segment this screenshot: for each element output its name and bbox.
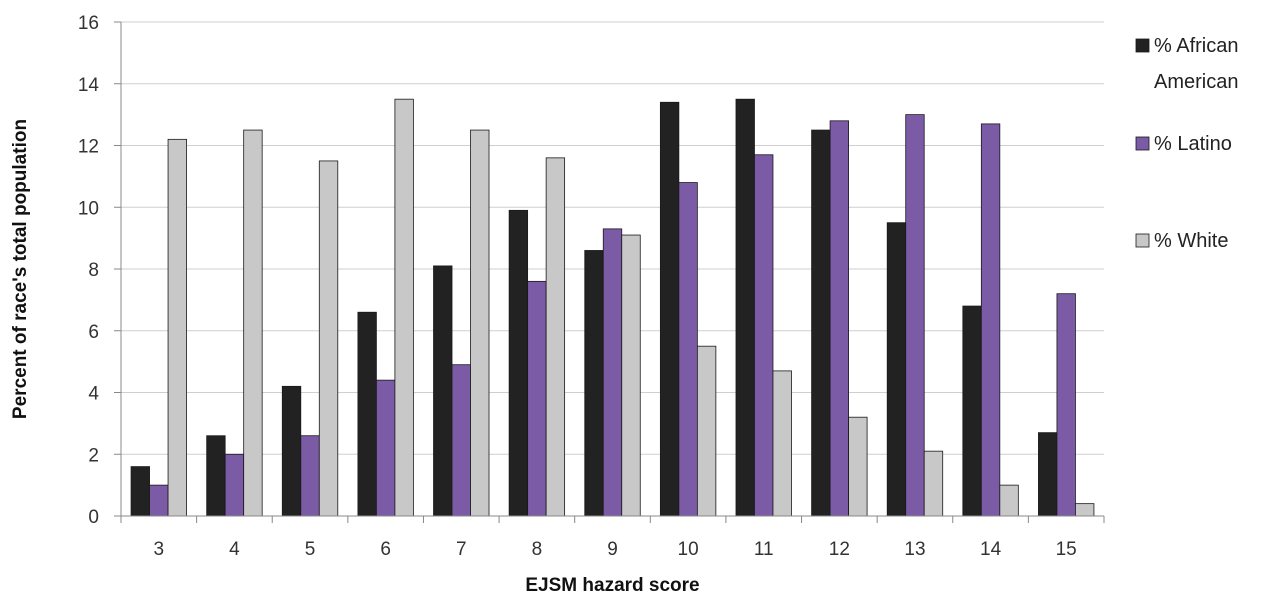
- y-tick-label: 12: [78, 137, 99, 158]
- x-tick-label: 6: [380, 539, 391, 560]
- bar-african-american-11: [735, 98, 755, 517]
- x-tick-label: 10: [678, 539, 699, 560]
- y-tick-label: 6: [88, 322, 99, 343]
- bar-latino-7: [451, 364, 471, 517]
- bar-white-10: [696, 345, 717, 517]
- y-tick-labels: 0 2 4 6 8 10 12 14 16: [78, 13, 121, 528]
- bar-white-12: [848, 416, 868, 517]
- x-axis-title: EJSM hazard score: [525, 575, 699, 596]
- bar-white-5: [318, 160, 339, 517]
- bar-latino-6: [376, 379, 396, 517]
- bar-white-8: [545, 157, 566, 517]
- y-tick-label: 8: [88, 260, 99, 281]
- y-tick-label: 14: [78, 75, 100, 96]
- legend-label: American: [1154, 71, 1238, 93]
- bar-white-9: [621, 234, 641, 517]
- bar-african-american-12: [811, 129, 831, 517]
- bar-african-american-5: [281, 385, 302, 517]
- y-tick-label: 0: [88, 507, 99, 528]
- x-tick-label: 5: [305, 539, 316, 560]
- bar-latino-11: [754, 154, 774, 517]
- y-tick-label: 16: [78, 13, 99, 34]
- bar-african-american-13: [886, 222, 907, 517]
- bars: [130, 98, 1095, 517]
- bar-latino-10: [678, 182, 698, 517]
- y-tick-label: 10: [78, 198, 99, 219]
- x-tick-label: 13: [904, 539, 925, 560]
- x-tick-label: 12: [829, 539, 850, 560]
- x-tick-label: 14: [980, 539, 1002, 560]
- bar-african-american-3: [130, 466, 150, 517]
- x-tick-label: 9: [607, 539, 618, 560]
- legend-swatch: [1135, 136, 1150, 151]
- bar-latino-5: [300, 435, 320, 517]
- bar-african-american-7: [433, 265, 453, 517]
- bar-latino-13: [905, 114, 925, 517]
- x-tick-label: 3: [154, 539, 165, 560]
- bar-white-15: [1075, 503, 1095, 517]
- bar-latino-9: [602, 228, 623, 517]
- y-tick-label: 4: [88, 384, 99, 405]
- bar-white-7: [470, 129, 490, 517]
- legend-label: % White: [1154, 230, 1228, 252]
- legend-swatch: [1135, 233, 1150, 248]
- legend-label: % African: [1154, 35, 1238, 57]
- x-tick-label: 11: [754, 539, 774, 560]
- bar-african-american-14: [962, 305, 982, 517]
- bar-white-13: [923, 450, 944, 517]
- bar-latino-8: [527, 280, 547, 517]
- legend: % African American % Latino % White: [1135, 35, 1238, 252]
- x-tick-label: 7: [456, 539, 467, 560]
- x-tick-labels: 3 4 5 6 7 8 9 10 11 12 13 14 15: [120, 516, 1105, 560]
- bar-latino-14: [980, 123, 1001, 517]
- y-axis-title: Percent of race's total population: [10, 119, 31, 419]
- bar-latino-3: [149, 484, 169, 517]
- bar-white-4: [243, 129, 263, 517]
- bar-african-american-4: [206, 435, 226, 517]
- bar-african-american-8: [508, 209, 529, 517]
- bar-white-11: [772, 370, 792, 517]
- bar-african-american-15: [1038, 432, 1058, 517]
- y-tick-label: 2: [88, 445, 99, 466]
- bar-white-14: [999, 484, 1019, 517]
- bar-white-3: [167, 138, 187, 517]
- legend-label: % Latino: [1154, 133, 1232, 155]
- x-tick-label: 15: [1056, 539, 1077, 560]
- bar-african-american-6: [357, 311, 377, 517]
- bar-latino-4: [224, 453, 245, 517]
- x-tick-label: 8: [532, 539, 543, 560]
- bar-african-american-9: [584, 250, 604, 517]
- bar-latino-15: [1056, 293, 1076, 517]
- x-tick-label: 4: [229, 539, 240, 560]
- bar-latino-12: [829, 120, 849, 517]
- bar-african-american-10: [659, 101, 680, 517]
- bar-white-6: [394, 98, 414, 517]
- legend-swatch: [1135, 38, 1150, 53]
